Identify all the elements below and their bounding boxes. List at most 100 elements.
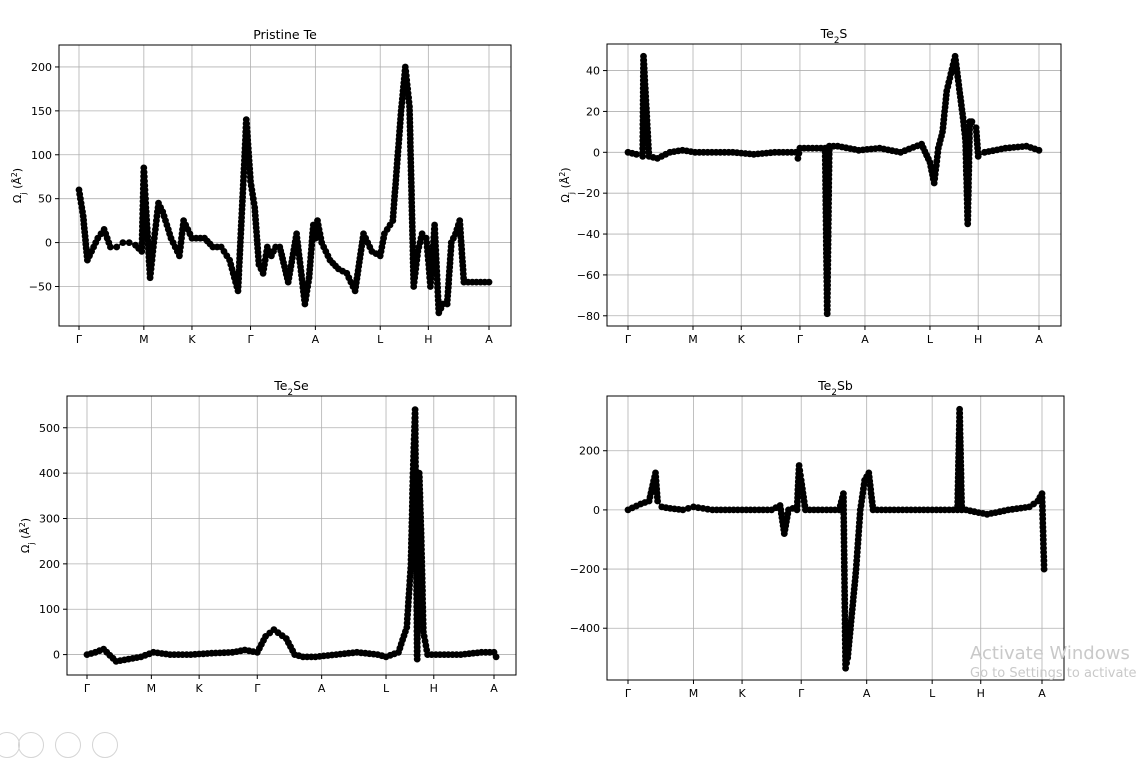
x-tick-label: A [485,333,493,346]
y-tick-label: −200 [570,563,600,576]
y-tick-label: 200 [39,558,60,571]
x-tick-label: K [196,682,204,695]
chart-panel-te2se: 0 100 200 300 400 500 Γ M K Γ A L H A Te2Se Ωj (Å2) [18,378,517,695]
data-point [654,497,661,505]
x-tick-label: Γ [254,682,261,695]
y-tick-label: −80 [577,310,600,323]
x-tick-label: K [738,687,746,700]
plot-frame [606,43,1062,327]
y-tick-label: 0 [45,237,52,250]
x-tick-label: A [861,333,869,346]
x-tick-label: A [312,333,320,346]
windows-activation-watermark: Activate Windows Go to Settings to activ… [970,643,1137,681]
data-point [679,506,687,514]
data-point [843,659,850,667]
x-tick-label: L [927,333,934,346]
y-tick-label: 20 [586,105,600,118]
text: Ωj (Å2) [18,518,37,553]
y-tick-label: 400 [39,467,60,480]
x-tick-label: L [377,333,384,346]
data-point [633,150,640,158]
data-point [119,239,127,247]
y-tick-label: 40 [586,65,600,78]
x-tick-label: A [1038,687,1046,700]
x-tick-label: Γ [76,333,83,346]
x-tick-label: M [147,682,157,695]
watermark-title: Activate Windows [970,643,1130,664]
y-tick-label: 0 [593,504,600,517]
data-point [125,239,133,247]
y-tick-label: 0 [593,146,600,159]
x-tick-label: H [424,333,432,346]
data-point [842,664,849,672]
plot-frame [606,395,1065,681]
x-tick-label: A [490,682,498,695]
data-point [795,462,803,469]
x-tick-label: Γ [84,682,91,695]
plot-frame [66,395,517,676]
x-tick-label: H [977,687,985,700]
taskbar-fragment [0,732,140,758]
data-point [968,118,976,126]
x-tick-label: L [383,682,390,695]
x-tick-label: Γ [625,687,632,700]
chart-panel-te2sb: −400 −200 0 200 Γ M K Γ A L H A Te2Sb [570,378,1065,700]
data-point [974,153,982,160]
taskbar-circle [92,732,118,758]
x-tick-label: Γ [797,333,804,346]
data-point [418,230,426,238]
x-tick-label: Γ [625,333,632,346]
taskbar-circle [18,732,44,758]
x-tick-label: K [188,333,196,346]
x-tick-label: M [689,687,699,700]
text: Te2S [820,26,848,46]
text: Te2Se [273,378,309,398]
text: Ωj (Å2) [10,168,29,203]
chart-panel-pristine-te: −50 0 50 100 150 200 Γ M K Γ A L H A Pristine Te Ωj (Å2… [10,27,512,346]
taskbar-circle [0,732,20,758]
y-tick-label: 500 [39,422,60,435]
data-point [1040,565,1048,573]
x-tick-label: A [863,687,871,700]
taskbar-circle [55,732,81,758]
x-tick-label: A [1035,333,1043,346]
data-point [107,243,114,251]
text: Ωj (Å2) [558,167,577,202]
text: Te2Sb [817,378,853,398]
x-tick-label: Γ [247,333,254,346]
x-tick-label: Γ [798,687,805,700]
y-tick-label: 300 [39,512,60,525]
data-point [485,278,493,286]
y-tick-label: −40 [577,228,600,241]
x-tick-label: K [738,333,746,346]
data-point [492,653,500,661]
y-tick-label: 50 [38,193,52,206]
y-tick-label: 100 [31,149,52,162]
x-tick-label: M [139,333,149,346]
x-tick-label: A [318,682,326,695]
y-tick-label: 100 [39,603,60,616]
text: Pristine Te [253,27,317,42]
data-point [794,155,802,162]
series-line [86,409,497,663]
y-tick-label: 200 [31,61,52,74]
y-tick-label: 200 [579,445,600,458]
series-line [627,409,1045,669]
x-tick-label: M [688,333,698,346]
y-tick-label: 0 [53,649,60,662]
x-tick-label: H [430,682,438,695]
y-tick-label: −60 [577,269,600,282]
data-point [1035,146,1043,154]
data-point [113,243,121,251]
y-tick-label: −20 [577,187,600,200]
y-tick-label: −400 [570,622,600,635]
data-point [684,505,692,512]
watermark-subtitle: Go to Settings to activate [970,666,1137,681]
chart-panel-te2s: −80 −60 −40 −20 0 20 40 Γ M K Γ A L H A Te2S Ωj (Å2) [558,26,1062,346]
y-tick-label: 150 [31,105,52,118]
data-point [795,149,803,157]
plot-frame [58,44,512,327]
x-tick-label: H [974,333,982,346]
x-tick-label: L [929,687,936,700]
